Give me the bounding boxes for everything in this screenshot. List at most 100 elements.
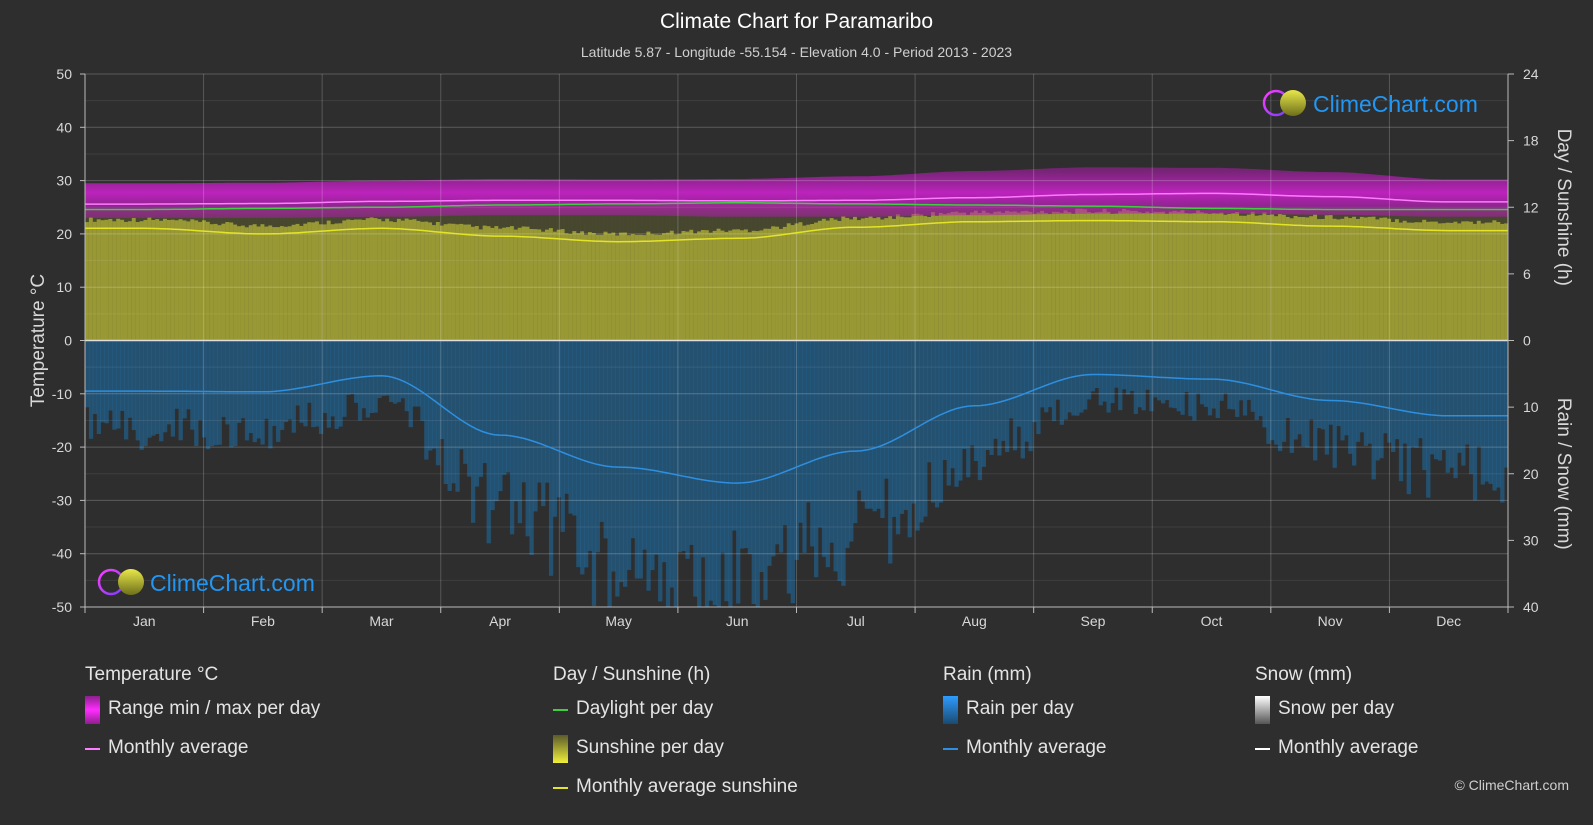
rain-bar: [533, 340, 538, 512]
y-tick-label-temp: -30: [52, 492, 72, 508]
rain-bar: [1075, 340, 1080, 416]
sunshine-bar: [120, 219, 125, 341]
sunshine-bar: [942, 214, 947, 341]
legend-heading: Temperature °C: [85, 664, 219, 685]
sunshine-bar: [396, 218, 402, 341]
sunshine-bar: [1079, 208, 1084, 341]
sunshine-bar: [1192, 213, 1197, 341]
rain-bar: [927, 340, 932, 463]
sunshine-bar: [607, 233, 612, 341]
legend-heading: Rain (mm): [943, 664, 1032, 685]
sunshine-bar: [104, 219, 109, 341]
bars-layer: [85, 167, 1508, 607]
rain-bar: [490, 340, 495, 511]
rain-bar: [868, 340, 873, 509]
legend-label: Snow per day: [1278, 698, 1395, 719]
sunshine-bar: [1028, 211, 1033, 341]
rain-bar: [607, 340, 612, 607]
sunshine-bar: [291, 224, 296, 341]
rain-bar: [213, 340, 218, 446]
sunshine-bar: [568, 234, 573, 341]
rain-bar: [1426, 340, 1431, 498]
sunshine-bar: [685, 231, 690, 341]
rain-bar: [1320, 340, 1326, 430]
rain-bar: [1051, 340, 1057, 422]
sunshine-bar: [260, 224, 265, 341]
sunshine-bar: [611, 232, 616, 341]
rain-bar: [494, 340, 499, 502]
rain-bar: [1172, 340, 1178, 409]
sunshine-bar: [1254, 215, 1259, 341]
sunshine-bar: [385, 218, 390, 341]
sunshine-bar: [166, 220, 172, 341]
sunshine-bar: [1472, 223, 1478, 341]
sunshine-bar: [1211, 213, 1216, 341]
sunshine-bar: [790, 225, 795, 341]
sunshine-bar: [712, 230, 717, 341]
rain-bar: [396, 340, 402, 403]
rain-bar: [1203, 340, 1209, 407]
rain-bar: [400, 340, 406, 399]
rain-bar: [689, 340, 694, 545]
sunshine-bar: [829, 218, 834, 341]
sunshine-bar: [989, 213, 994, 341]
sunshine-bar: [1184, 213, 1189, 341]
chart-title: Climate Chart for Paramaribo: [659, 10, 934, 33]
sunshine-bar: [545, 229, 550, 341]
sunshine-bar: [541, 231, 546, 341]
sunshine-bar: [708, 232, 714, 341]
rain-bar: [1414, 340, 1419, 448]
sunshine-bar: [509, 226, 515, 341]
rain-bar: [856, 340, 862, 491]
rain-bar: [1176, 340, 1181, 412]
rain-bar: [1301, 340, 1306, 447]
rain-bar: [467, 340, 472, 477]
sunshine-bar: [650, 234, 655, 341]
sunshine-bar: [525, 226, 530, 341]
legend-label: Monthly average sunshine: [576, 776, 798, 797]
sunshine-bar: [615, 235, 620, 341]
sunshine-bar: [1445, 222, 1450, 341]
rain-bar: [486, 340, 491, 544]
rain-bar: [1067, 340, 1072, 413]
rain-bar: [1391, 340, 1396, 452]
rain-bar: [790, 340, 795, 604]
x-tick-label: Aug: [962, 613, 987, 629]
sunshine-bar: [981, 210, 986, 341]
sunshine-bar: [572, 231, 577, 341]
sunshine-bar: [864, 217, 870, 341]
rain-bar: [1047, 340, 1053, 408]
rain-bar: [120, 340, 125, 411]
rain-bar: [1242, 340, 1248, 416]
sunshine-bar: [248, 225, 254, 341]
sunshine-bar: [1145, 211, 1150, 341]
temp-avg-line: [85, 192, 1508, 205]
sunshine-bar: [459, 223, 464, 341]
rain-bar: [720, 340, 725, 553]
legend-item-daylight: Daylight per day: [553, 698, 713, 737]
rain-bar: [630, 340, 636, 539]
sunshine-bar: [517, 227, 523, 341]
sunshine-bar: [112, 221, 117, 341]
sunshine-bar: [899, 216, 905, 341]
rain-bar: [849, 340, 854, 542]
rain-bar: [681, 340, 686, 551]
sunshine-bar: [240, 225, 246, 341]
sunshine-bar: [1476, 220, 1482, 341]
sunshine-bar: [977, 213, 983, 341]
sunshine-bar: [1492, 220, 1497, 341]
rain-bar: [112, 340, 117, 430]
sunshine-bar: [1313, 214, 1318, 341]
rain-bar: [1125, 340, 1131, 395]
rain-bar: [938, 340, 944, 503]
sunshine-bar: [392, 222, 398, 341]
rain-bar: [170, 340, 176, 437]
sunshine-bar: [279, 226, 285, 341]
sunshine-bar: [1047, 213, 1053, 341]
sunshine-bar: [1110, 213, 1115, 341]
rain-bar: [420, 340, 425, 421]
sunshine-bar: [1457, 223, 1462, 341]
sunshine-bar: [603, 231, 608, 341]
sunshine-bar: [1055, 211, 1061, 341]
y-tick-label-rain: 20: [1523, 466, 1539, 482]
